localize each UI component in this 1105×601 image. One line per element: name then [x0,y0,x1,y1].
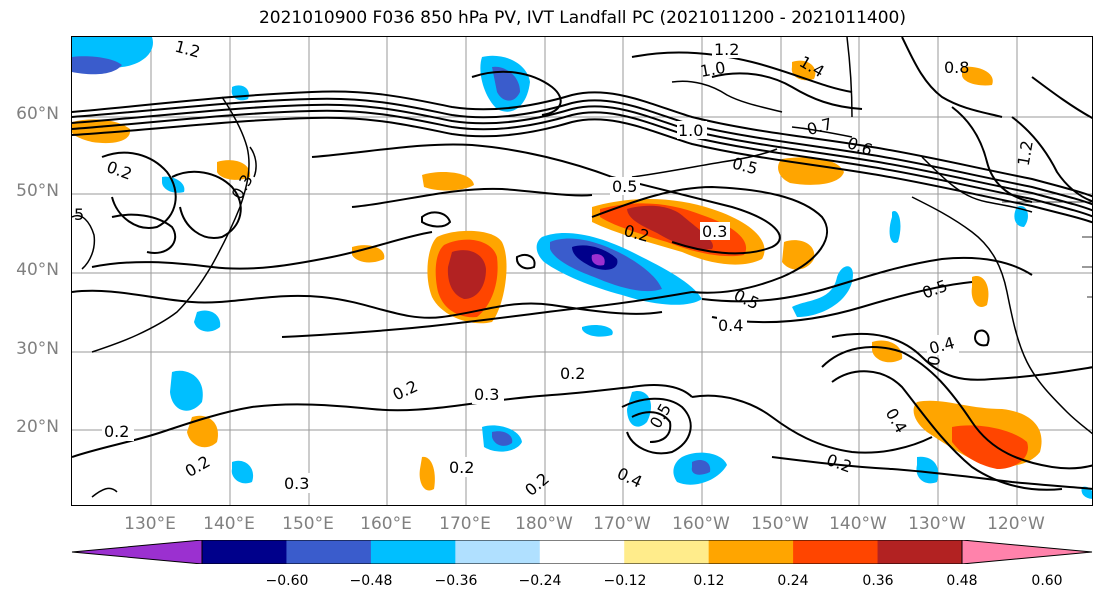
contour-label: 0.2 [104,422,129,441]
colorbar-tick-label: 0.24 [777,573,809,589]
contour-label: 0.2 [824,450,854,477]
contour-label: 0.4 [718,316,743,335]
plot-title: 2021010900 F036 850 hPa PV, IVT Landfall… [258,8,906,28]
colorbar-tick-label: −0.60 [265,573,309,589]
colorbar-segment [455,540,541,564]
contour-label: 0.4 [882,405,911,437]
contour-label: 0.5 [730,153,760,178]
colorbar-segment [286,540,372,564]
lon-label: 140°E [203,514,255,534]
lon-label: 130°W [908,514,966,534]
contour-label: 5 [74,205,84,224]
lon-label: 130°E [124,514,176,534]
contour-label: 0.4 [614,464,645,492]
lat-label: 60°N [16,104,59,124]
contour-label: 0.2 [521,469,553,500]
contour-label: 0.5 [612,177,637,196]
lon-label: 180°W [515,514,573,534]
colorbar-tick-label: 0.60 [1031,573,1063,589]
colorbar-segment [202,540,287,564]
colorbar-extend-high [962,540,1092,564]
colorbar-segment [793,540,879,564]
contour-label: 0.2 [182,452,214,481]
contour-label: 0.2 [560,364,585,383]
colorbar-tick-label: −0.36 [434,573,478,589]
lon-label: 170°E [439,514,491,534]
map-canvas: 1.2 1.2 1.0 0.8 1.4 1.0 0.7 0.6 0.5 0.5 … [72,37,1092,505]
colorbar-tick-label: −0.12 [603,573,647,589]
contour-label: 0.2 [104,157,134,184]
lon-label: 170°W [593,514,651,534]
lat-label: 40°N [16,260,59,280]
map-panel: 1.2 1.2 1.0 0.8 1.4 1.0 0.7 0.6 0.5 0.5 … [71,36,1093,506]
colorbar-segment [539,540,625,564]
colorbar-extend-low [72,540,202,564]
contour-label: 0.2 [390,376,421,404]
contour-label: 0.3 [702,222,727,241]
lat-label: 30°N [16,339,59,359]
colorbar-tick-label: 0.12 [693,573,725,589]
colorbar [71,540,1093,564]
colorbar-tick-label: −0.48 [349,573,393,589]
colorbar-segment [708,540,794,564]
lon-label: 160°W [672,514,730,534]
contour-label: 1.2 [714,40,739,59]
contour-label: 1.0 [699,58,727,81]
contour-label: 0.3 [474,385,499,404]
contour-label: 0.3 [284,474,309,493]
colorbar-tick-label: −0.24 [518,573,562,589]
colorbar-segment [370,540,456,564]
contour-label: 0.8 [944,58,969,77]
coastlines [72,37,1092,498]
pv-contours [72,37,1092,491]
contour-label: 1.2 [1014,139,1037,167]
contour-label: 1.0 [678,121,703,140]
lon-label: 150°E [282,514,334,534]
colorbar-segment [877,540,963,564]
contour-label: 0.7 [805,114,835,139]
lon-label: 150°W [751,514,809,534]
colorbar-tick-label: 0.48 [946,573,978,589]
colorbar-segment [624,540,710,564]
contour-label: 0.2 [449,458,474,477]
lon-label: 160°E [360,514,412,534]
lon-label: 140°W [829,514,887,534]
lat-label: 20°N [16,417,59,437]
lon-label: 120°W [987,514,1045,534]
contour-label: 0.5 [920,276,950,303]
colorbar-tick-label: 0.36 [862,573,894,589]
political-borders [1002,201,1092,298]
lat-label: 50°N [16,181,59,201]
positive-anomaly-shading [72,60,1042,491]
